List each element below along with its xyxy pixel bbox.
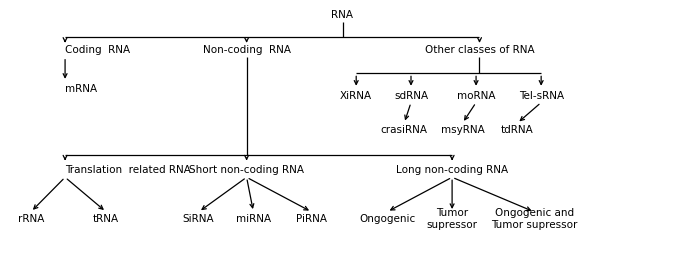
Text: crasiRNA: crasiRNA <box>381 125 427 135</box>
Text: Short non-coding RNA: Short non-coding RNA <box>189 165 304 175</box>
Text: SiRNA: SiRNA <box>183 214 214 224</box>
Text: Ongogenic: Ongogenic <box>359 214 415 224</box>
Text: sdRNA: sdRNA <box>394 91 428 101</box>
Text: tRNA: tRNA <box>93 214 119 224</box>
Text: Other classes of RNA: Other classes of RNA <box>425 45 534 55</box>
Text: mRNA: mRNA <box>65 84 97 94</box>
Text: miRNA: miRNA <box>236 214 271 224</box>
Text: Ongogenic and
Tumor supressor: Ongogenic and Tumor supressor <box>491 208 577 230</box>
Text: msyRNA: msyRNA <box>440 125 484 135</box>
Text: Translation  related RNA: Translation related RNA <box>65 165 191 175</box>
Text: XiRNA: XiRNA <box>340 91 372 101</box>
Text: Tel-sRNA: Tel-sRNA <box>519 91 564 101</box>
Text: rRNA: rRNA <box>18 214 44 224</box>
Text: tdRNA: tdRNA <box>501 125 534 135</box>
Text: Tumor
supressor: Tumor supressor <box>427 208 477 230</box>
Text: Non-coding  RNA: Non-coding RNA <box>203 45 290 55</box>
Text: moRNA: moRNA <box>457 91 495 101</box>
Text: RNA: RNA <box>332 10 353 20</box>
Text: Long non-coding RNA: Long non-coding RNA <box>396 165 508 175</box>
Text: Coding  RNA: Coding RNA <box>65 45 130 55</box>
Text: PiRNA: PiRNA <box>296 214 327 224</box>
